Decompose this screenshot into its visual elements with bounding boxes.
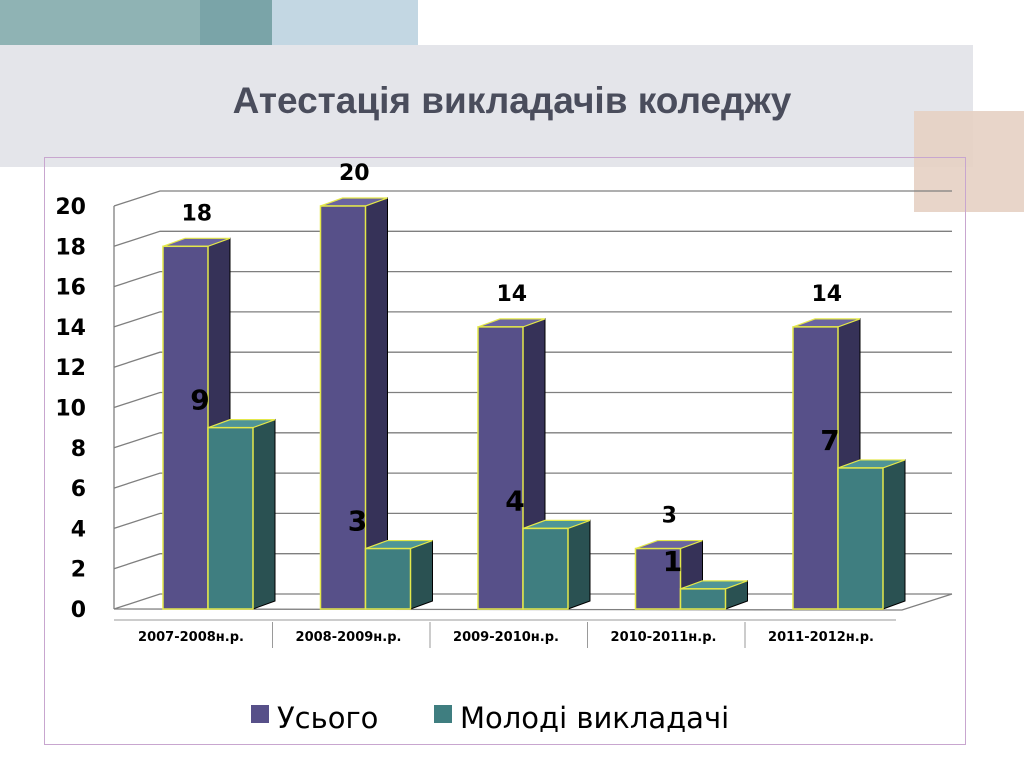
- y-axis: 0 2 4 6 8 10 12 14 16 18 20: [55, 195, 86, 623]
- y-tick-label: 4: [71, 517, 86, 542]
- y-tick-label: 0: [71, 598, 86, 623]
- side-deco-tan: [914, 111, 1024, 212]
- bar-young: [522, 519, 591, 610]
- legend-swatch: [251, 705, 269, 723]
- y-tick-label: 18: [55, 235, 86, 260]
- y-tick-label: 10: [55, 397, 86, 422]
- gridline: [113, 190, 952, 207]
- y-tick-label: 16: [55, 276, 86, 301]
- data-label-young: 9: [190, 384, 209, 417]
- data-label-total: 18: [181, 201, 212, 226]
- gridline: [113, 391, 952, 409]
- y-tick-label: 6: [71, 477, 86, 502]
- legend-item-total: Усього: [251, 701, 378, 735]
- slide-title: Атестація викладачів коледжу: [232, 80, 792, 121]
- y-tick-label: 8: [71, 437, 86, 462]
- bar-young: [837, 459, 906, 610]
- data-label-young: 1: [663, 545, 682, 578]
- gridline: [113, 351, 952, 368]
- gridline: [113, 512, 952, 530]
- x-tick-label: 2010-2011н.р.: [611, 630, 717, 645]
- x-tick-label: 2008-2009н.р.: [296, 630, 402, 645]
- y-tick-label: 14: [55, 316, 86, 341]
- gridline: [113, 270, 952, 288]
- legend-swatch: [434, 705, 452, 723]
- chart-legend: Усього Молоді викладачі: [251, 701, 729, 735]
- data-label-young: 4: [505, 484, 524, 517]
- x-axis-labels: 2007-2008н.р. 2008-2009н.р. 2009-2010н.р. 2…: [114, 619, 896, 648]
- gridline: [113, 472, 952, 489]
- gridline: [113, 230, 952, 247]
- chart-frame: [44, 157, 966, 745]
- data-labels: 18 9 20 3 14 4 3 1 14 7: [181, 161, 842, 578]
- bar-young: [679, 580, 748, 610]
- x-tick-label: 2007-2008н.р.: [138, 630, 244, 645]
- bar-young: [207, 418, 276, 610]
- gridline: [113, 311, 952, 328]
- legend-label: Молоді викладачі: [460, 701, 729, 735]
- chart-bars: [162, 197, 906, 610]
- x-tick-label: 2011-2012н.р.: [768, 630, 874, 645]
- gridline: [113, 432, 952, 449]
- legend-item-young: Молоді викладачі: [434, 701, 729, 735]
- y-tick-label: 12: [55, 356, 86, 381]
- data-label-total: 14: [811, 282, 842, 307]
- legend-label: Усього: [277, 701, 378, 735]
- y-tick-label: 2: [71, 558, 86, 583]
- data-label-total: 20: [339, 161, 370, 186]
- bar-young: [364, 539, 433, 610]
- data-label-young: 7: [820, 424, 839, 457]
- data-label-total: 14: [496, 282, 527, 307]
- y-tick-label: 20: [55, 195, 86, 220]
- data-label-young: 3: [348, 505, 367, 538]
- data-label-total: 3: [662, 504, 677, 529]
- x-tick-label: 2009-2010н.р.: [453, 630, 559, 645]
- title-band: [0, 45, 973, 167]
- bar-total: [634, 539, 703, 610]
